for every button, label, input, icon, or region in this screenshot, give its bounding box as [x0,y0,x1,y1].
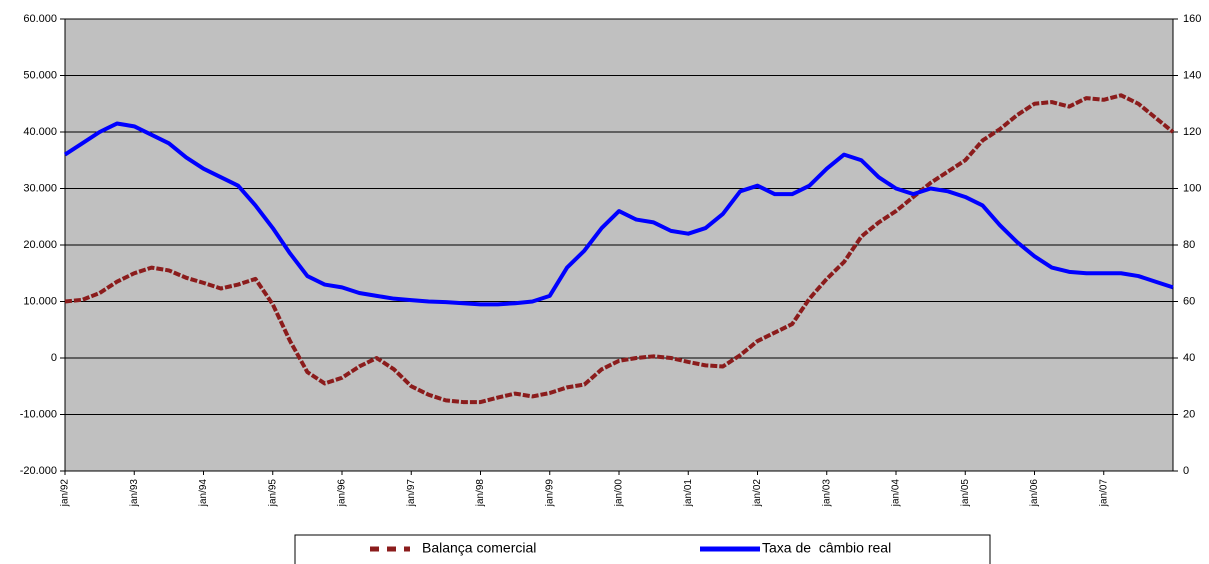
x-tick-label: jan/97 [406,479,417,508]
y2-tick-label: 100 [1183,182,1201,194]
y2-tick-label: 60 [1183,295,1195,307]
x-tick-label: jan/07 [1098,479,1109,508]
x-tick-label: jan/98 [475,479,486,508]
y-tick-label: 0 [51,352,57,364]
y2-tick-label: 0 [1183,465,1189,477]
legend-label: Balança comercial [422,540,536,556]
series-line [64,93,1175,405]
y2-tick-label: 20 [1183,408,1195,420]
y2-tick-label: 120 [1183,126,1201,138]
x-tick-label: jan/94 [198,479,209,508]
y2-tick-label: 140 [1183,69,1201,81]
y-tick-label: 50.000 [23,69,57,81]
x-tick-label: jan/06 [1029,479,1040,508]
y2-tick-label: 160 [1183,13,1201,25]
y-tick-label: 30.000 [23,182,57,194]
series-line [63,121,1174,307]
y2-tick-label: 80 [1183,239,1195,251]
y-tick-label: 40.000 [23,126,57,138]
x-tick-label: jan/02 [752,479,763,508]
y-tick-label: -20.000 [20,465,57,477]
x-tick-label: jan/00 [614,479,625,508]
legend-label: Taxa de câmbio real [762,540,891,556]
x-tick-label: jan/01 [683,479,694,508]
y-tick-label: -10.000 [20,408,57,420]
x-tick-label: jan/05 [960,479,971,508]
x-tick-label: jan/03 [821,479,832,508]
legend-box [294,534,991,564]
y-tick-label: 10.000 [23,295,57,307]
x-tick-label: jan/95 [267,479,278,508]
x-tick-label: jan/99 [544,479,555,508]
x-tick-label: jan/92 [60,479,71,508]
x-tick-label: jan/96 [337,479,348,508]
x-tick-label: jan/93 [129,479,140,508]
x-tick-label: jan/04 [891,479,902,508]
y-tick-label: 60.000 [23,13,57,25]
y-tick-label: 20.000 [23,239,57,251]
y2-tick-label: 40 [1183,352,1195,364]
